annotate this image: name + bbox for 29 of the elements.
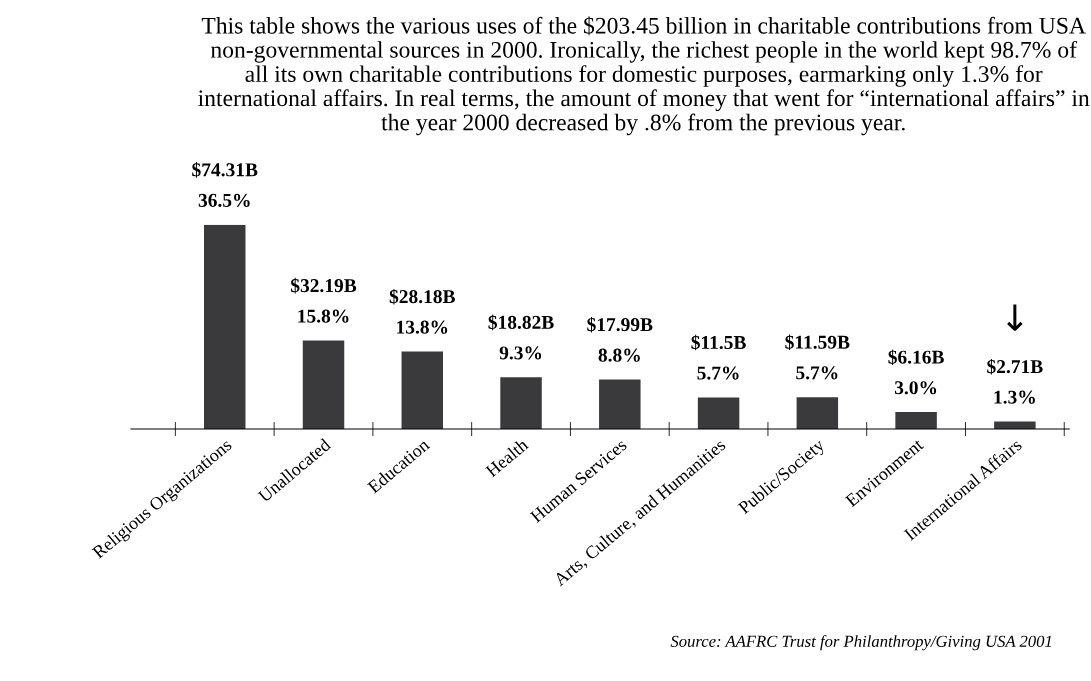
bar	[500, 377, 542, 430]
bar	[204, 224, 246, 430]
bar	[796, 397, 839, 430]
annotation: 5.7%	[697, 366, 739, 380]
annotation: 9.3%	[499, 346, 542, 360]
annotation: 5.7%	[796, 366, 838, 380]
data-label: $74.31B	[192, 162, 258, 178]
data-label: $17.99B	[587, 316, 653, 333]
bar	[401, 351, 444, 430]
bar	[895, 412, 937, 430]
annotation: 36.5%	[198, 193, 250, 207]
annotation: 3.0%	[894, 381, 937, 395]
data-label: $2.71B	[987, 358, 1043, 375]
annotation: 15.8%	[298, 309, 349, 323]
annotation: 1.3%	[994, 390, 1035, 404]
data-label: $11.5B	[691, 334, 746, 351]
data-label: $28.18B	[389, 288, 455, 305]
chart-title: This table shows the various uses of the $203.45 billion in charitable contributions from USA non-governmental sources in 2000. Ironically, the richest people in the world kept 98.7% of all its own charitable contributions for domestic purposes, earmarking only 1.3% for international affairs. In real terms, the amount of money that went for “international affairs” in the year 2000 decreased by .8% from the previous year.	[198, 16, 1090, 136]
source-note: Source: AAFRC Trust for Philanthropy/Giving USA 2001	[670, 635, 1052, 651]
data-label: $18.82B	[488, 314, 554, 331]
data-label: $32.19B	[290, 277, 357, 294]
annotation: 13.8%	[397, 320, 448, 334]
annotation: 8.8%	[598, 348, 640, 362]
data-label: $6.16B	[888, 349, 944, 365]
bar	[599, 379, 641, 430]
bar	[302, 340, 345, 430]
bar	[697, 397, 740, 430]
data-label: $11.59B	[785, 334, 850, 351]
annotation: ↓	[1007, 304, 1023, 331]
